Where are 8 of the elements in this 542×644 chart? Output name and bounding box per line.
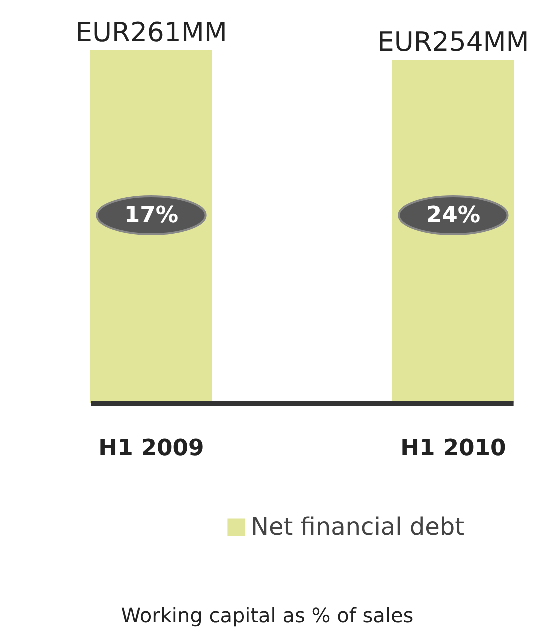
- annotation: 24%: [426, 202, 481, 228]
- x-tick-label: H1 2009: [98, 436, 204, 462]
- data-label: EUR254MM: [378, 26, 530, 58]
- legend-label: Net financial debt: [251, 513, 465, 541]
- annotation: 17%: [124, 202, 179, 228]
- x-tick-label: H1 2010: [400, 436, 506, 462]
- data-label: EUR261MM: [76, 18, 228, 48]
- text: Working capital as % of sales: [121, 604, 414, 628]
